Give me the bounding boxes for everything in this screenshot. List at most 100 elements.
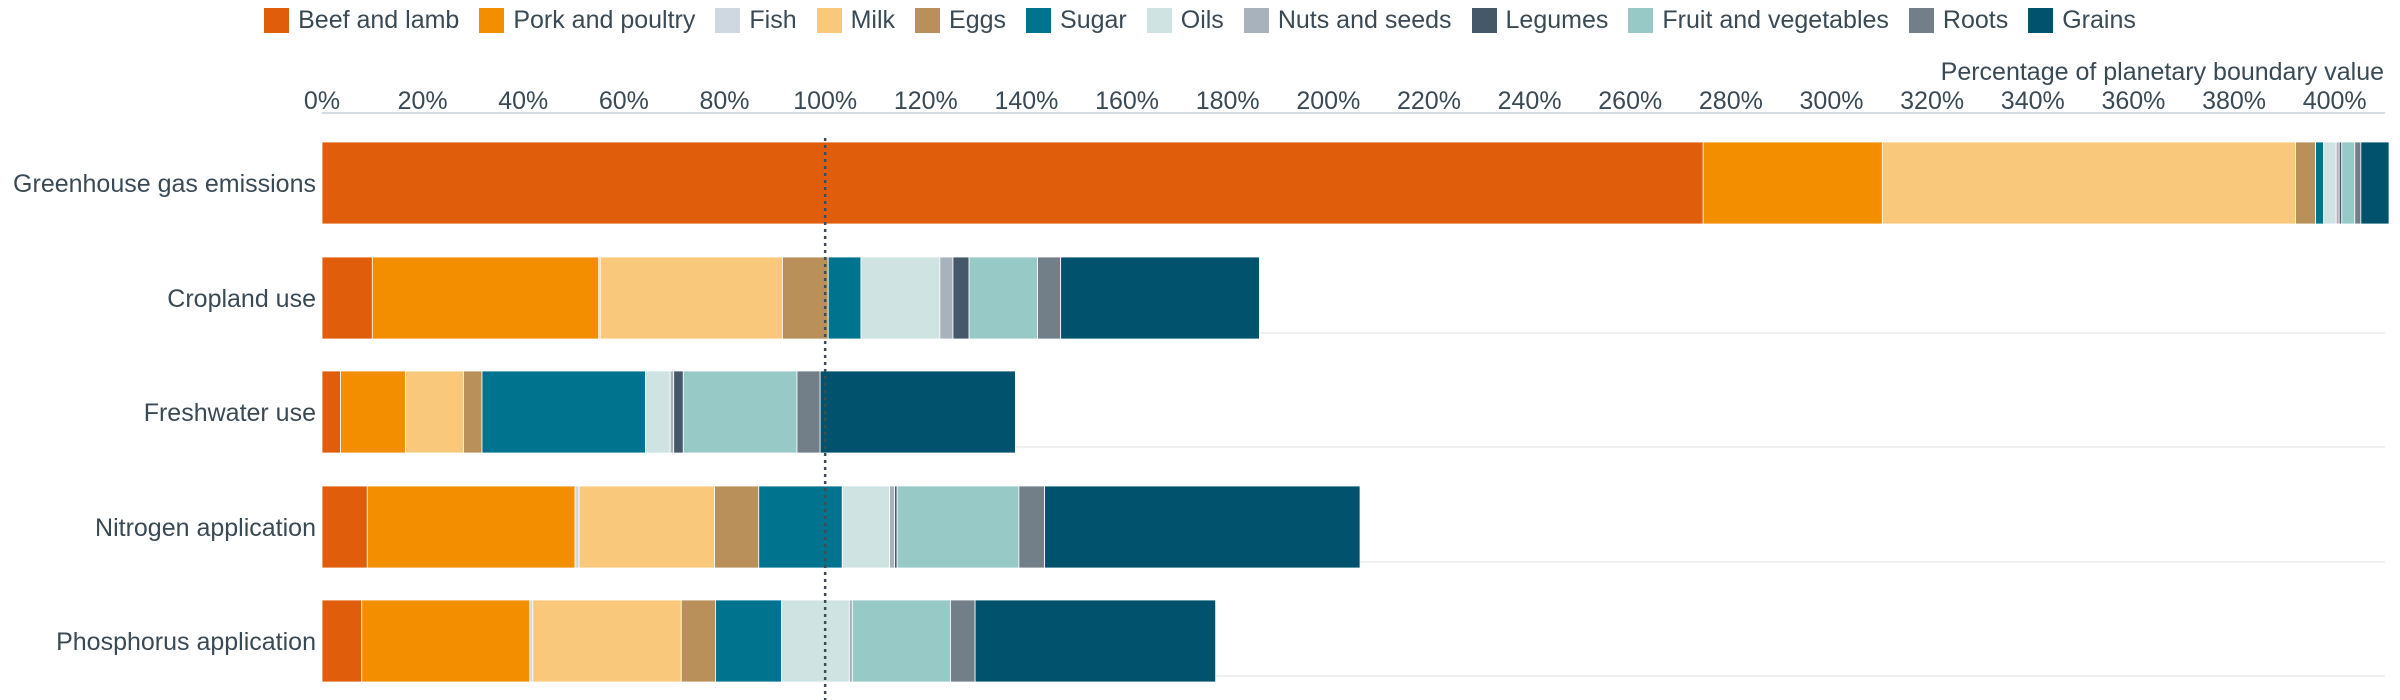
bar-segment-fruit-and-vegetables	[968, 256, 1038, 340]
x-tick-label: 0%	[304, 87, 340, 115]
legend-label: Roots	[1942, 6, 2009, 34]
bar-segment-fish	[574, 485, 580, 569]
category-label: Cropland use	[167, 285, 316, 313]
legend-item-grains: Grains	[2028, 6, 2136, 35]
bar-segment-eggs	[680, 599, 716, 683]
legend-swatch	[1471, 8, 1497, 33]
x-tick-label: 100%	[793, 87, 857, 115]
bar-segment-nuts-and-seeds	[889, 485, 896, 569]
bar-segment-nuts-and-seeds	[2335, 141, 2340, 225]
bar-segment-pork-and-poultry	[371, 256, 600, 340]
bar-segment-pork-and-poultry	[1702, 141, 1883, 225]
bar-segment-oils	[860, 256, 941, 340]
x-tick-label: 240%	[1498, 87, 1562, 115]
bar-segment-nuts-and-seeds	[669, 370, 675, 454]
legend-label: Grains	[2062, 6, 2136, 34]
bar-segment-sugar	[827, 256, 862, 340]
x-tick-label: 120%	[894, 87, 958, 115]
bar-segment-beef-and-lamb	[321, 370, 342, 454]
bar-segment-fruit-and-vegetables	[851, 599, 951, 683]
bar-segment-fruit-and-vegetables	[682, 370, 798, 454]
bar-segment-pork-and-poultry	[361, 599, 531, 683]
legend-label: Sugar	[1060, 6, 1127, 34]
legend-item-oils: Oils	[1146, 6, 1224, 35]
x-tick-label: 360%	[2101, 87, 2165, 115]
x-tick-label: 380%	[2202, 87, 2266, 115]
x-tick-label: 180%	[1196, 87, 1260, 115]
legend-item-milk: Milk	[816, 6, 895, 35]
bar-segment-milk	[405, 370, 464, 454]
bar-segment-eggs	[2295, 141, 2316, 225]
bar-segment-sugar	[758, 485, 843, 569]
bar-segment-sugar	[715, 599, 782, 683]
bar-segment-grains	[2360, 141, 2390, 225]
bar-segment-fish	[529, 599, 534, 683]
legend-item-legumes: Legumes	[1471, 6, 1609, 35]
category-label: Phosphorus application	[56, 628, 316, 656]
x-axis-title: Percentage of planetary boundary value	[1941, 58, 2384, 86]
bar-segment-milk	[599, 256, 783, 340]
legend-label: Legumes	[1505, 6, 1609, 34]
bar-segment-nuts-and-seeds	[939, 256, 954, 340]
legend-swatch	[1628, 8, 1654, 33]
bar-segment-oils	[2323, 141, 2337, 225]
bar-segment-grains	[1044, 485, 1361, 569]
legend-swatch	[816, 8, 842, 33]
bar-segment-beef-and-lamb	[321, 599, 363, 683]
legend-swatch	[1146, 8, 1172, 33]
legend-swatch	[479, 8, 505, 33]
bar-segment-eggs	[782, 256, 829, 340]
legend-label: Fish	[749, 6, 797, 34]
bar-segment-nuts-and-seeds	[848, 599, 853, 683]
bar-segment-pork-and-poultry	[366, 485, 576, 569]
legend-swatch	[915, 8, 941, 33]
x-tick-label: 40%	[498, 87, 548, 115]
legend-item-fish: Fish	[715, 6, 797, 35]
legend-label: Beef and lamb	[298, 6, 460, 34]
chart-legend: Beef and lamb Pork and poultry Fish Milk Egg…	[0, 6, 2400, 35]
legend-item-eggs: Eggs	[915, 6, 1006, 35]
x-tick-label: 340%	[2001, 87, 2065, 115]
bar-segment-roots	[2354, 141, 2362, 225]
bar-segment-roots	[1018, 485, 1045, 569]
bar-segment-oils	[645, 370, 671, 454]
bar-segment-oils	[780, 599, 850, 683]
category-label: Freshwater use	[144, 399, 316, 427]
legend-label: Pork and poultry	[513, 6, 696, 34]
legend-label: Oils	[1180, 6, 1224, 34]
bar-segment-legumes	[952, 256, 970, 340]
legend-item-pork-and-poultry: Pork and poultry	[479, 6, 695, 35]
x-tick-label: 280%	[1699, 87, 1763, 115]
bar-segment-beef-and-lamb	[321, 485, 368, 569]
bar-segment-grains	[819, 370, 1016, 454]
x-tick-label: 60%	[599, 87, 649, 115]
x-tick-label: 200%	[1296, 87, 1360, 115]
bar-segment-roots	[1037, 256, 1062, 340]
bar-segment-pork-and-poultry	[340, 370, 406, 454]
legend-item-nuts-and-seeds: Nuts and seeds	[1243, 6, 1452, 35]
bar-segment-grains	[1060, 256, 1260, 340]
legend-item-sugar: Sugar	[1026, 6, 1127, 35]
legend-item-roots: Roots	[1908, 6, 2009, 35]
bar-segment-roots	[796, 370, 821, 454]
x-tick-label: 80%	[700, 87, 750, 115]
legend-swatch	[2028, 8, 2054, 33]
legend-label: Eggs	[949, 6, 1007, 34]
category-label: Nitrogen application	[95, 514, 316, 542]
bar-segment-eggs	[714, 485, 760, 569]
legend-swatch	[1243, 8, 1269, 33]
x-tick-label: 20%	[398, 87, 448, 115]
legend-label: Fruit and vegetables	[1662, 6, 1889, 34]
x-tick-label: 260%	[1598, 87, 1662, 115]
legend-item-beef-and-lamb: Beef and lamb	[264, 6, 459, 35]
bar-segment-beef-and-lamb	[321, 256, 373, 340]
bar-segment-roots	[950, 599, 976, 683]
bar-segment-fruit-and-vegetables	[896, 485, 1020, 569]
bar-segment-sugar	[481, 370, 646, 454]
bar-segment-beef-and-lamb	[321, 141, 1704, 225]
x-tick-label: 220%	[1397, 87, 1461, 115]
legend-label: Nuts and seeds	[1277, 6, 1452, 34]
bar-segment-legumes	[673, 370, 684, 454]
bar-segment-eggs	[462, 370, 483, 454]
